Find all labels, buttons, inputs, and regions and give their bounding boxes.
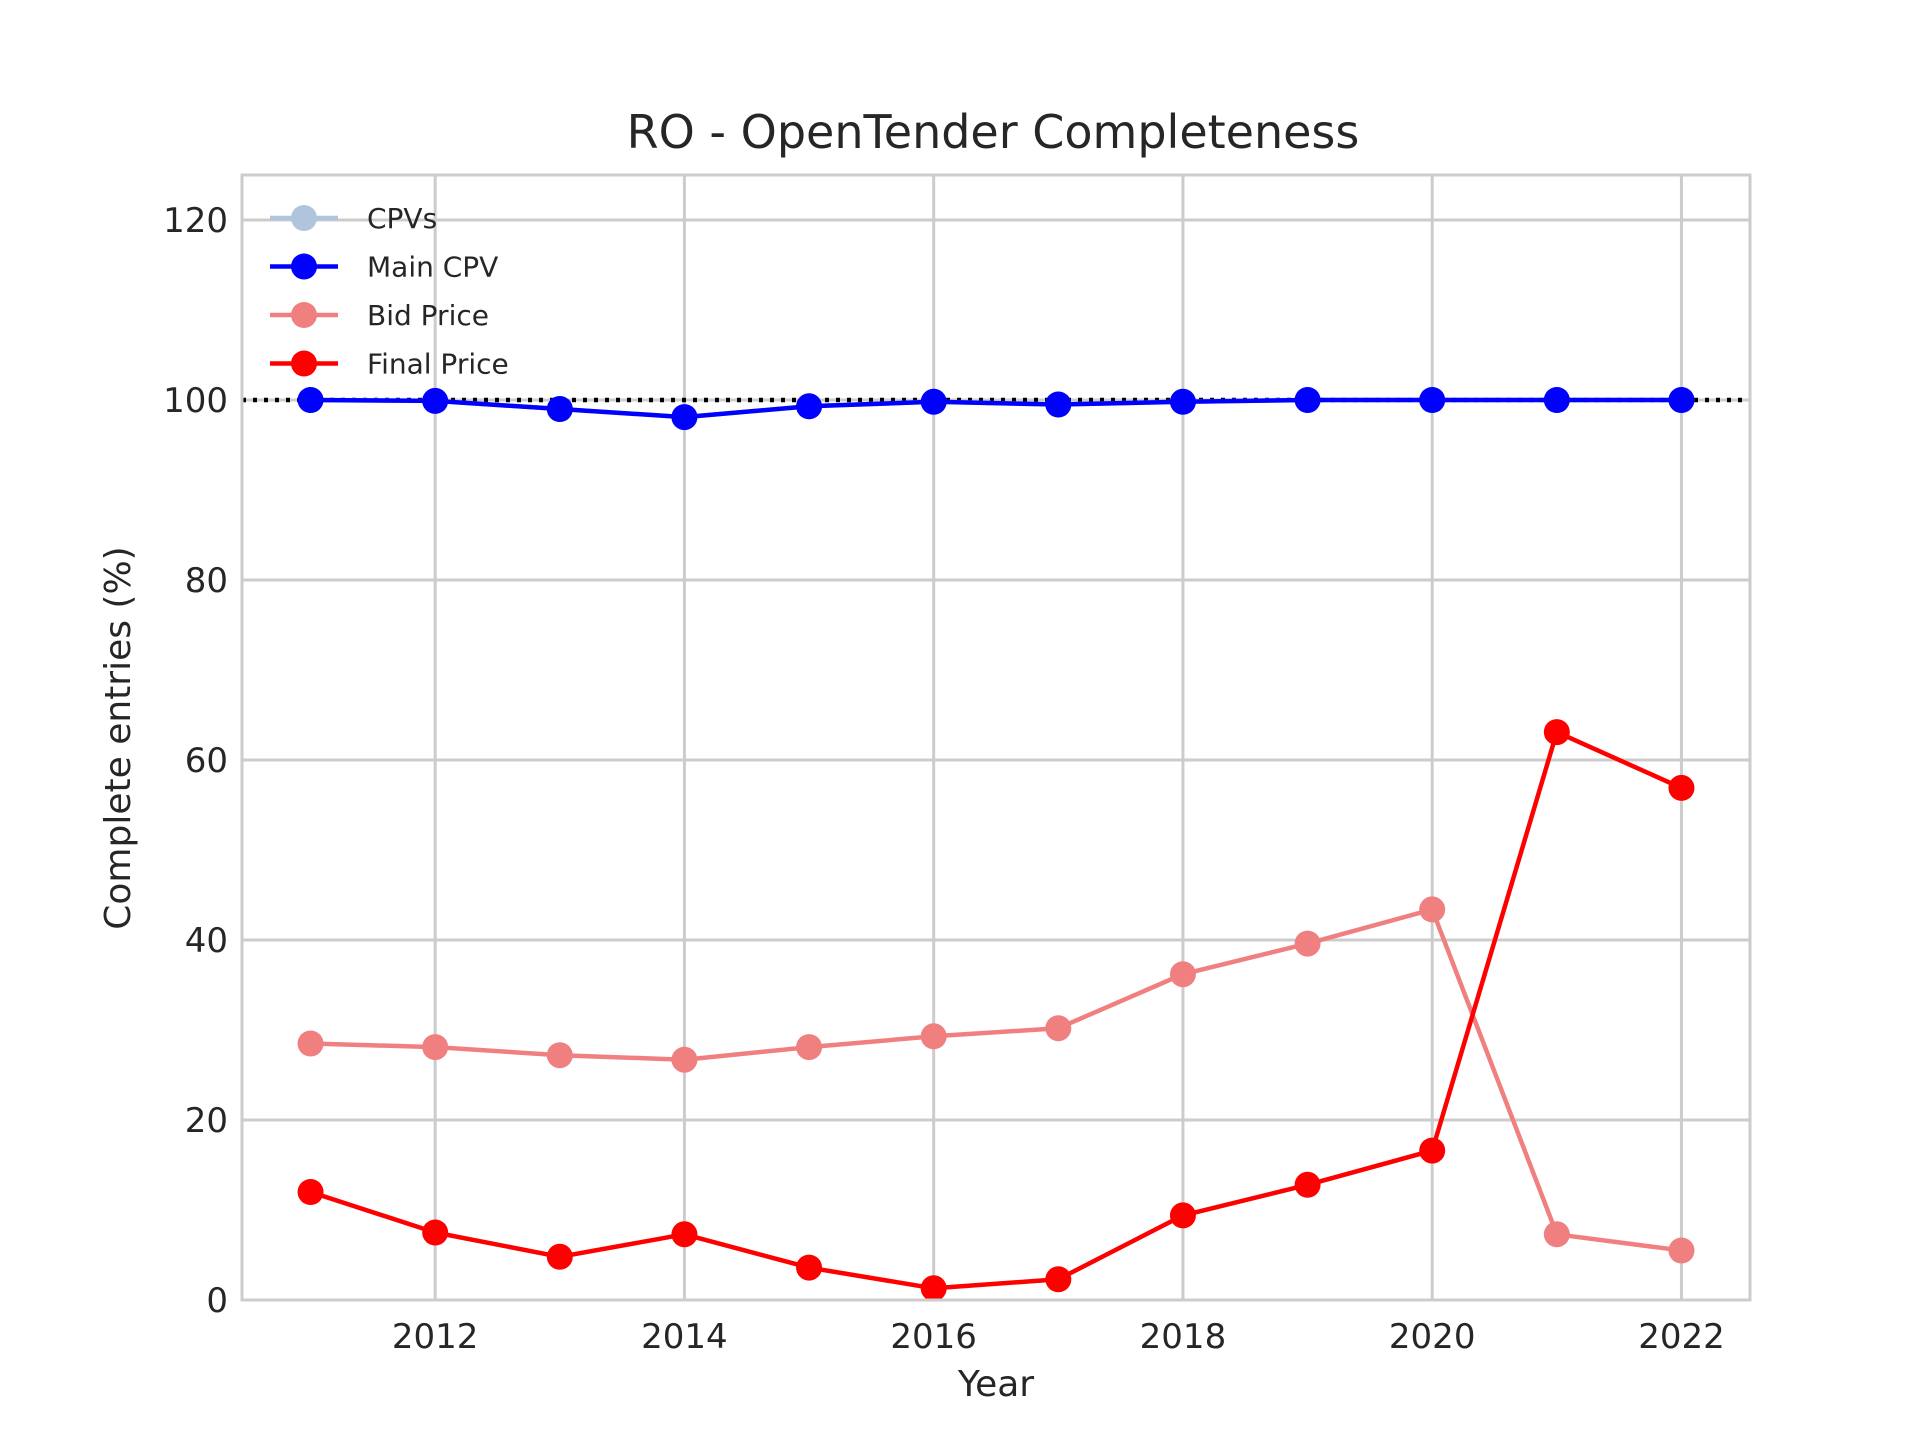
x-tick-label-2020: 2020 (1389, 1317, 1476, 1357)
x-tick-labels: 2012 2014 2016 2018 2020 2022 (392, 1317, 1725, 1357)
legend-marker-2 (291, 302, 317, 328)
series-3-point-2017 (1045, 1266, 1072, 1293)
y-axis-label: Complete entries (%) (98, 546, 139, 929)
legend-label-0: CPVs (367, 202, 437, 235)
chart-title: RO - OpenTender Completeness (627, 105, 1360, 159)
series-2-point-2016 (920, 1023, 947, 1050)
y-tick-label-20: 20 (185, 1101, 228, 1141)
legend-marker-1 (291, 253, 317, 280)
legend-marker-3 (291, 350, 317, 377)
series-3-point-2013 (546, 1243, 573, 1270)
series-2-point-2019 (1294, 930, 1321, 957)
series-2-point-2015 (796, 1034, 823, 1061)
series-3-point-2022 (1668, 774, 1695, 801)
x-tick-label-2016: 2016 (890, 1317, 977, 1357)
series-2-point-2022 (1668, 1237, 1695, 1264)
y-tick-label-100: 100 (163, 381, 228, 421)
legend-item-0: CPVs (270, 202, 437, 235)
series-1-point-2011 (297, 387, 324, 413)
series-2-point-2017 (1045, 1015, 1072, 1042)
legend-item-3: Final Price (270, 348, 509, 381)
plot-area (242, 175, 1750, 1300)
series-1-point-2014 (671, 404, 698, 431)
series-layer (297, 387, 1695, 1302)
x-axis-label: Year (957, 1364, 1034, 1405)
series-1-point-2016 (920, 388, 947, 415)
x-tick-label-2022: 2022 (1638, 1317, 1725, 1357)
series-1-point-2020 (1419, 387, 1446, 413)
series-2-point-2018 (1169, 961, 1196, 988)
series-2-point-2011 (297, 1030, 324, 1057)
series-1-point-2019 (1294, 387, 1321, 413)
series-2-point-2014 (671, 1046, 698, 1073)
series-line-1 (310, 397, 1682, 420)
y-tick-label-40: 40 (185, 921, 228, 961)
y-tick-label-120: 120 (163, 201, 228, 241)
x-tick-label-2018: 2018 (1140, 1317, 1227, 1357)
series-3-point-2020 (1419, 1137, 1446, 1164)
series-3-point-2011 (297, 1179, 324, 1205)
series-1-point-2022 (1668, 387, 1695, 413)
legend-label-3: Final Price (367, 348, 509, 381)
gridlines (242, 175, 1750, 1302)
y-tick-label-80: 80 (185, 561, 228, 601)
x-tick-label-2012: 2012 (392, 1317, 479, 1357)
series-1-point-2018 (1169, 388, 1196, 415)
legend-item-1: Main CPV (270, 251, 498, 284)
series-2-point-2020 (1419, 896, 1446, 923)
series-2 (297, 896, 1695, 1264)
series-3-point-2015 (796, 1254, 823, 1281)
series-3-point-2016 (920, 1275, 947, 1302)
legend-item-2: Bid Price (270, 299, 489, 332)
series-1-point-2015 (796, 393, 823, 420)
series-3 (297, 719, 1695, 1302)
series-2-point-2012 (422, 1034, 449, 1061)
y-tick-label-60: 60 (185, 741, 228, 781)
series-1-point-2017 (1045, 391, 1072, 418)
x-tick-label-2014: 2014 (641, 1317, 728, 1357)
series-line-2 (310, 907, 1682, 1253)
series-3-point-2018 (1169, 1202, 1196, 1229)
series-3-point-2021 (1543, 719, 1570, 746)
series-3-point-2012 (422, 1219, 449, 1246)
y-tick-labels: 0 20 40 60 80 100 120 (163, 201, 228, 1321)
legend: CPVs Main CPV Bid Price Final Price (270, 202, 509, 381)
series-line-3 (309, 729, 1683, 1291)
series-2-point-2013 (546, 1042, 573, 1069)
legend-label-2: Bid Price (367, 299, 489, 332)
plot-frame (240, 173, 1752, 1302)
y-tick-label-0: 0 (206, 1281, 228, 1321)
series-1-point-2013 (546, 396, 573, 422)
series-2-point-2021 (1543, 1221, 1570, 1248)
legend-label-1: Main CPV (367, 251, 498, 284)
series-1 (297, 387, 1695, 431)
legend-marker-0 (291, 205, 317, 231)
series-1-point-2021 (1543, 387, 1570, 413)
series-3-point-2019 (1294, 1171, 1321, 1198)
series-1-point-2012 (422, 387, 449, 414)
series-3-point-2014 (671, 1221, 698, 1248)
